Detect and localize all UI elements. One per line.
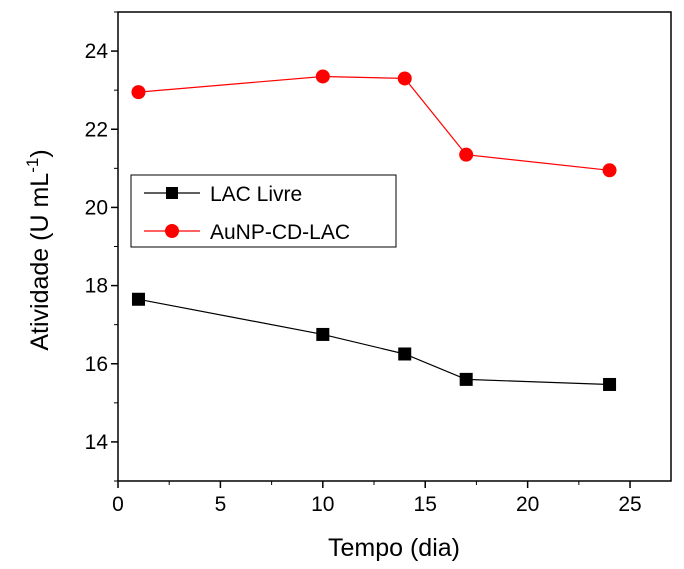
data-point-square (603, 377, 617, 391)
x-tick-label: 15 (414, 493, 437, 516)
legend-label-lac-livre: LAC Livre (210, 183, 302, 206)
y-axis-title-close: ) (26, 149, 54, 157)
legend: LAC Livre AuNP-CD-LAC (130, 174, 397, 248)
legend-marker-circle (165, 224, 179, 238)
y-tick-label: 20 (85, 196, 108, 219)
series-line (138, 75, 610, 171)
y-axis-ticks: 14 16 18 20 22 24 (85, 11, 118, 482)
series-0 (131, 292, 617, 391)
data-point-circle (131, 85, 146, 100)
x-tick-label: 5 (215, 493, 227, 516)
series-line (138, 298, 610, 386)
data-point-circle (602, 163, 617, 178)
y-tick-label: 24 (85, 40, 109, 63)
y-axis-title: Atividade (U mL-1) (23, 149, 54, 350)
x-axis-ticks: 0 5 10 15 20 25 (112, 481, 642, 516)
legend-label-aunp-cd-lac: AuNP-CD-LAC (210, 221, 350, 244)
x-tick-label: 0 (112, 493, 124, 516)
y-tick-label: 16 (85, 353, 108, 376)
data-point-circle (397, 71, 412, 86)
x-tick-label: 10 (311, 493, 334, 516)
y-axis-title-superscript: -1 (23, 158, 42, 173)
y-tick-label: 18 (85, 275, 108, 298)
data-point-square (459, 372, 473, 386)
data-point-circle (315, 69, 330, 84)
data-point-square (316, 327, 330, 341)
y-axis-title-main: Atividade (U mL (26, 173, 54, 351)
x-tick-label: 20 (516, 493, 539, 516)
x-tick-label: 25 (618, 493, 641, 516)
y-tick-label: 14 (85, 431, 109, 454)
series-layer (131, 69, 617, 391)
data-point-square (131, 292, 145, 306)
data-point-square (398, 347, 412, 361)
x-axis-title: Tempo (dia) (328, 534, 460, 562)
series-1 (131, 69, 617, 178)
legend-marker-square (166, 187, 178, 199)
data-point-circle (459, 147, 474, 162)
y-tick-label: 22 (85, 118, 108, 141)
